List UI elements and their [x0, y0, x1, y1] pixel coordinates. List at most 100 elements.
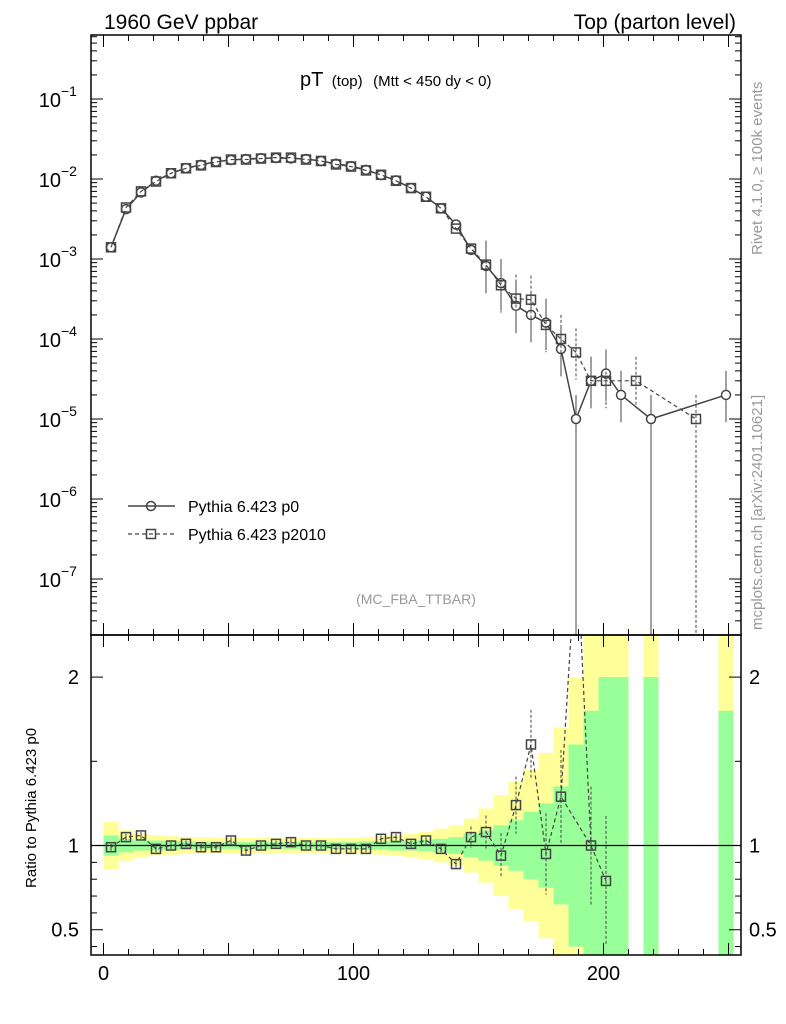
ratio-point [300, 840, 312, 851]
point-p2010 [390, 175, 402, 187]
point-p2010 [405, 182, 417, 194]
ratio-point [420, 835, 432, 846]
title-cut: (Mtt < 450 dy < 0) [373, 73, 491, 90]
point-p2010 [690, 413, 702, 425]
legend-label-p2010: Pythia 6.423 p2010 [188, 527, 326, 544]
point-p2010 [180, 163, 192, 174]
mcplots-label: mcplots.cern.ch [arXiv:2401.10621] [749, 395, 766, 630]
ratio-ylabel: Ratio to Pythia 6.423 p0 [23, 728, 40, 888]
point-p0 [615, 389, 627, 401]
ratio-point [315, 840, 327, 851]
point-p2010 [555, 333, 567, 345]
ratio-point [345, 843, 357, 855]
y-tick-label-exp: −1 [61, 83, 77, 99]
y-tick-label: 10 [39, 330, 61, 352]
ratio-point [195, 841, 207, 853]
ratio-point [600, 875, 612, 887]
y-tick-label: 10 [39, 170, 61, 192]
ratio-point [540, 848, 552, 860]
y-tick-label-exp: −6 [61, 483, 77, 499]
point-p2010 [585, 375, 597, 387]
point-p2010 [345, 161, 357, 172]
analysis-label: (MC_FBA_TTBAR) [356, 591, 476, 607]
point-p2010 [375, 169, 387, 181]
ratio-point [465, 831, 477, 843]
ratio-point [120, 831, 132, 843]
title-main: pT [300, 69, 323, 91]
ratio-frame [90, 634, 742, 956]
point-p2010 [285, 152, 297, 163]
point-p0 [375, 169, 387, 181]
point-p2010 [105, 242, 117, 253]
ratio-point [525, 739, 537, 750]
ratio-point [330, 843, 342, 855]
point-p2010 [240, 154, 252, 165]
legend-label-p0: Pythia 6.423 p0 [188, 499, 299, 516]
ratio-point [285, 836, 297, 848]
ratio-point [390, 831, 402, 843]
ratio-point [360, 843, 372, 855]
ratio-tick-label: 0.5 [51, 920, 79, 942]
ratio-point [555, 791, 567, 802]
point-p2010 [195, 160, 207, 171]
point-p2010 [330, 159, 342, 170]
header-left: 1960 GeV ppbar [104, 11, 258, 34]
ratio-point [270, 838, 282, 850]
point-p0 [555, 343, 567, 355]
point-p0 [525, 309, 537, 321]
ratio-point [225, 835, 237, 846]
legend: Pythia 6.423 p0 Pythia 6.423 p2010 [128, 499, 326, 544]
title-sub: (top) [332, 73, 363, 90]
ratio-band-inner [613, 677, 629, 955]
point-p2010 [165, 167, 177, 179]
ratio-point [255, 840, 267, 851]
y-tick-label-exp: −4 [61, 323, 77, 339]
ratio-point [135, 830, 147, 841]
point-p2010 [630, 375, 642, 387]
legend-marker-p2010 [145, 528, 157, 540]
ratio-tick-label-right: 1 [749, 836, 760, 858]
point-p2010 [600, 375, 612, 387]
ratio-point [405, 838, 417, 850]
ratio-point [240, 845, 252, 856]
ratio-point [480, 826, 492, 838]
ratio-point [435, 843, 447, 855]
point-p0 [570, 413, 582, 425]
ratio-point [585, 840, 597, 851]
ratio-band-inner [718, 710, 734, 955]
main-frame [90, 34, 742, 636]
ratio-point [180, 838, 192, 850]
point-p2010 [525, 294, 537, 305]
point-p0 [435, 203, 447, 214]
point-p2010 [495, 279, 507, 291]
x-tick-label: 0 [98, 963, 109, 985]
point-p2010 [210, 156, 222, 168]
series-line-p0 [110, 157, 727, 422]
ratio-point [150, 843, 162, 855]
point-p2010 [360, 165, 372, 176]
point-p2010 [315, 155, 327, 167]
legend-marker-p0 [145, 500, 157, 512]
rivet-label: Rivet 4.1.0, ≥ 100k events [749, 82, 766, 255]
y-tick-label: 10 [39, 410, 61, 432]
ratio-tick-label: 2 [68, 667, 79, 689]
point-p2010 [150, 176, 162, 187]
ratio-line-offscale [560, 634, 572, 797]
ratio-line-offscale [580, 634, 592, 846]
x-tick-label: 100 [337, 963, 370, 985]
y-tick-label-exp: −7 [61, 563, 77, 579]
point-p2010 [420, 191, 432, 202]
ratio-point [165, 840, 177, 851]
ratio-point [510, 799, 522, 811]
point-p2010 [435, 203, 447, 214]
point-p2010 [450, 223, 462, 234]
y-tick-label: 10 [39, 490, 61, 512]
ratio-point [450, 858, 462, 870]
plot-title: pT (top) (Mtt < 450 dy < 0) [300, 69, 491, 91]
x-tick-label: 200 [587, 963, 620, 985]
y-tick-label: 10 [39, 570, 61, 592]
ratio-point [210, 841, 222, 853]
ratio-tick-label: 1 [68, 836, 79, 858]
ratio-band-inner [643, 677, 659, 955]
point-p2010 [255, 153, 267, 164]
